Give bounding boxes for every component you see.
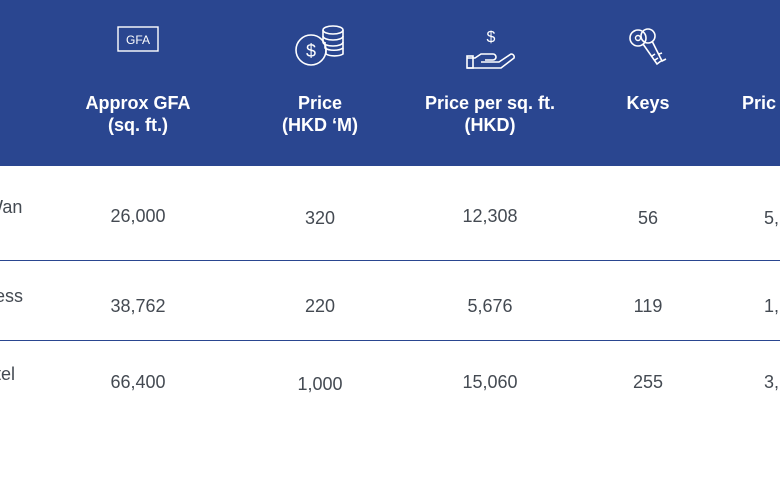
row-name: otel n — [0, 364, 16, 384]
header-label-price-per-sqft: Price per sq. ft. (HKD) — [424, 93, 556, 135]
header-col-price-per-key: Pric — [742, 0, 780, 166]
cell-last: 5, — [764, 208, 780, 228]
keys-icon — [626, 26, 670, 77]
table-header: GFA Approx GFA (sq. ft.) $ Price (HKD ‘M… — [0, 0, 780, 166]
cell-price-per-sqft: 15,060 — [462, 372, 518, 392]
cell-last: 3, — [764, 372, 780, 392]
cell-keys: 255 — [632, 372, 664, 392]
header-label-keys: Keys — [626, 93, 670, 113]
header-col-price-per-sqft: $ Price per sq. ft. (HKD) — [400, 0, 580, 166]
table-row: otel n 66,400 1,000 15,060 255 3, — [0, 341, 780, 421]
table-row: cess k 38,762 220 5,676 119 1, — [0, 261, 780, 341]
row-divider — [0, 340, 780, 341]
cell-last: 1, — [764, 296, 780, 316]
row-divider — [0, 260, 780, 261]
hand-dollar-icon: $ — [465, 28, 515, 75]
header-label-last: Pric — [742, 93, 777, 113]
cell-price: 1,000 — [297, 374, 343, 394]
cell-keys: 119 — [633, 296, 663, 316]
header-label-price: Price (HKD ‘M) — [282, 93, 358, 135]
header-col-keys: Keys — [598, 0, 698, 166]
svg-text:GFA: GFA — [126, 33, 150, 47]
cell-price: 220 — [304, 296, 336, 316]
cell-price-per-sqft: 5,676 — [467, 296, 513, 316]
gfa-icon: GFA — [117, 26, 159, 57]
cell-price: 320 — [304, 208, 336, 228]
cell-gfa: 38,762 — [110, 296, 166, 316]
cell-price-per-sqft: 12,308 — [462, 206, 518, 226]
header-label-gfa: Approx GFA (sq. ft.) — [85, 93, 191, 135]
row-name: Wan — [0, 197, 23, 217]
header-col-gfa: GFA Approx GFA (sq. ft.) — [58, 0, 218, 166]
svg-text:$: $ — [487, 29, 496, 46]
cell-gfa: 66,400 — [110, 372, 166, 392]
table-row: Wan 26,000 320 12,308 56 5, — [0, 166, 780, 260]
cell-keys: 56 — [637, 208, 659, 228]
coins-icon: $ — [293, 22, 347, 75]
svg-text:$: $ — [306, 41, 316, 61]
row-name: cess k — [0, 286, 24, 306]
header-col-price: $ Price (HKD ‘M) — [240, 0, 400, 166]
cell-gfa: 26,000 — [110, 206, 166, 226]
